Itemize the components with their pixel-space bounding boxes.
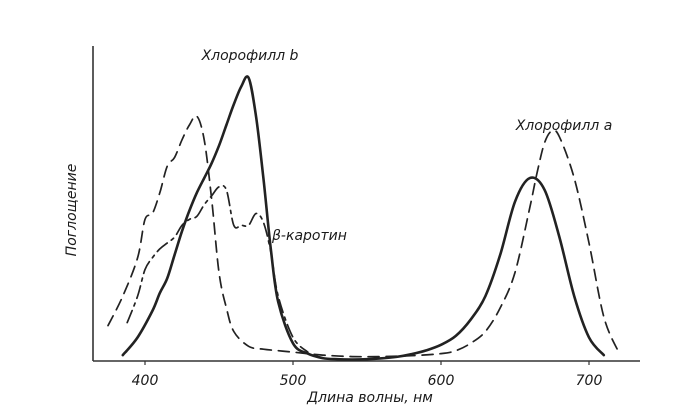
x-axis-label: Длина волны, нм xyxy=(306,390,433,406)
x-tick-label: 700 xyxy=(576,373,603,389)
series-curves xyxy=(107,75,620,361)
series-line-хлорофилл-b xyxy=(121,75,606,361)
curve-label-хлорофилл-a: Хлорофилл a xyxy=(515,118,613,134)
chart-axes xyxy=(92,46,640,362)
x-tick-label: 400 xyxy=(132,373,159,389)
series-line-хлорофилл-a xyxy=(107,114,620,358)
series-labels: Хлорофилл b Хлорофилл a β-каротин xyxy=(201,48,613,244)
curve-label-хлорофилл-b: Хлорофилл b xyxy=(201,48,299,64)
x-tick-label: 500 xyxy=(280,373,307,389)
x-tick-labels: 400 500 600 700 xyxy=(132,361,603,389)
x-tick-label: 600 xyxy=(428,373,455,389)
curve-label-каротин: β-каротин xyxy=(271,228,347,244)
series-line-каротин xyxy=(126,184,309,353)
y-axis-label: Поглощение xyxy=(64,164,80,257)
